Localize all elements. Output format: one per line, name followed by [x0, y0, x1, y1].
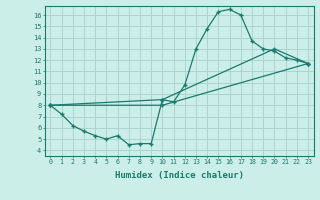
X-axis label: Humidex (Indice chaleur): Humidex (Indice chaleur) [115, 171, 244, 180]
